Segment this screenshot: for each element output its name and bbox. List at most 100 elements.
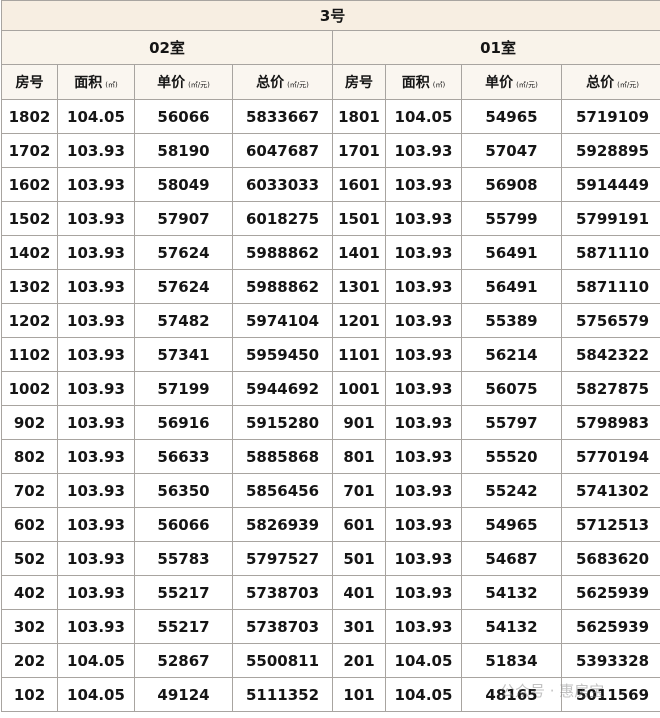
table-cell: 103.93 (385, 201, 462, 236)
table-cell: 55217 (134, 609, 233, 644)
table-cell: 103.93 (385, 575, 462, 610)
table-row: 402 103.93 55217 5738703 401 103.93 54132 56259… (1, 575, 660, 610)
table-cell: 103.93 (385, 507, 462, 542)
table-cell: 501 (332, 541, 386, 576)
table-cell: 104.05 (385, 99, 462, 134)
column-unit: (㎡) (432, 81, 446, 89)
table-cell: 54687 (461, 541, 562, 576)
table-cell: 601 (332, 507, 386, 542)
table-cell: 5944692 (232, 371, 333, 406)
table-cell: 54965 (461, 507, 562, 542)
column-header: 总价 (㎡/元) (232, 64, 333, 100)
table-cell: 57624 (134, 269, 233, 304)
table-row: 1402 103.93 57624 5988862 1401 103.93 56491 587… (1, 235, 660, 270)
table-cell: 5871110 (560, 269, 660, 304)
table-cell: 103.93 (57, 303, 135, 338)
table-cell: 201 (332, 643, 386, 678)
table-row: 502 103.93 55783 5797527 501 103.93 54687 56836… (1, 541, 660, 576)
table-cell: 104.05 (57, 643, 135, 678)
table-cell: 56908 (461, 167, 562, 202)
table-cell: 103.93 (57, 541, 135, 576)
table-cell: 57341 (134, 337, 233, 372)
table-cell: 103.93 (57, 507, 135, 542)
column-label: 面积 (401, 75, 430, 91)
table-cell: 5871110 (560, 235, 660, 270)
table-cell: 1001 (332, 371, 386, 406)
table-cell: 103.93 (57, 609, 135, 644)
table-cell: 802 (1, 439, 58, 474)
table-cell: 103.93 (57, 473, 135, 508)
table-cell: 5799191 (560, 201, 660, 236)
table-cell: 56491 (461, 269, 562, 304)
table-cell: 5885868 (232, 439, 333, 474)
table-cell: 1402 (1, 235, 58, 270)
table-cell: 1802 (1, 99, 58, 134)
column-label: 总价 (256, 75, 285, 91)
table-cell: 801 (332, 439, 386, 474)
table-cell: 5011569 (560, 677, 660, 712)
table-cell: 702 (1, 473, 58, 508)
table-cell: 1301 (332, 269, 386, 304)
table-cell: 103.93 (385, 439, 462, 474)
table-cell: 5798983 (560, 405, 660, 440)
table-cell: 103.93 (57, 133, 135, 168)
table-cell: 5111352 (232, 677, 333, 712)
table-row: 302 103.93 55217 5738703 301 103.93 54132 56259… (1, 609, 660, 644)
table-cell: 5741302 (560, 473, 660, 508)
table-cell: 1401 (332, 235, 386, 270)
table-cell: 56214 (461, 337, 562, 372)
table-cell: 5625939 (560, 575, 660, 610)
table-cell: 5738703 (232, 609, 333, 644)
table-row: 1502 103.93 57907 6018275 1501 103.93 55799 579… (1, 201, 660, 236)
column-header: 单价 (㎡/元) (461, 64, 562, 100)
table-cell: 58049 (134, 167, 233, 202)
table-cell: 57907 (134, 201, 233, 236)
column-header: 单价 (㎡/元) (134, 64, 233, 100)
column-header: 房号 (1, 64, 58, 100)
table-cell: 104.05 (385, 643, 462, 678)
table-cell: 55799 (461, 201, 562, 236)
table-cell: 56491 (461, 235, 562, 270)
group-header-01: 01室 (331, 30, 660, 65)
table-cell: 1302 (1, 269, 58, 304)
table-cell: 103.93 (57, 405, 135, 440)
table-cell: 55783 (134, 541, 233, 576)
table-cell: 5683620 (560, 541, 660, 576)
table-cell: 301 (332, 609, 386, 644)
table-cell: 104.05 (57, 99, 135, 134)
table-cell: 56066 (134, 99, 233, 134)
table-cell: 901 (332, 405, 386, 440)
table-cell: 56350 (134, 473, 233, 508)
table-row: 802 103.93 56633 5885868 801 103.93 55520 57701… (1, 439, 660, 474)
table-cell: 5738703 (232, 575, 333, 610)
table-cell: 104.05 (385, 677, 462, 712)
table-cell: 5393328 (560, 643, 660, 678)
table-cell: 6018275 (232, 201, 333, 236)
table-cell: 5625939 (560, 609, 660, 644)
table-cell: 103.93 (385, 371, 462, 406)
table-cell: 1602 (1, 167, 58, 202)
table-cell: 54132 (461, 609, 562, 644)
table-row: 1302 103.93 57624 5988862 1301 103.93 56491 587… (1, 269, 660, 304)
table-cell: 104.05 (57, 677, 135, 712)
table-cell: 5770194 (560, 439, 660, 474)
table-cell: 55797 (461, 405, 562, 440)
table-row: 1602 103.93 58049 6033033 1601 103.93 56908 591… (1, 167, 660, 202)
column-label: 单价 (157, 75, 186, 91)
table-cell: 602 (1, 507, 58, 542)
table-cell: 56633 (134, 439, 233, 474)
table-cell: 103.93 (57, 201, 135, 236)
table-cell: 402 (1, 575, 58, 610)
table-cell: 57624 (134, 235, 233, 270)
table-row: 1802 104.05 56066 5833667 1801 104.05 54965 571… (1, 99, 660, 134)
table-cell: 5712513 (560, 507, 660, 542)
table-cell: 103.93 (57, 371, 135, 406)
table-cell: 401 (332, 575, 386, 610)
table-cell: 302 (1, 609, 58, 644)
table-cell: 103.93 (385, 473, 462, 508)
table-cell: 1701 (332, 133, 386, 168)
table-cell: 57482 (134, 303, 233, 338)
table-cell: 103.93 (57, 439, 135, 474)
table-cell: 56066 (134, 507, 233, 542)
table-cell: 103.93 (385, 303, 462, 338)
